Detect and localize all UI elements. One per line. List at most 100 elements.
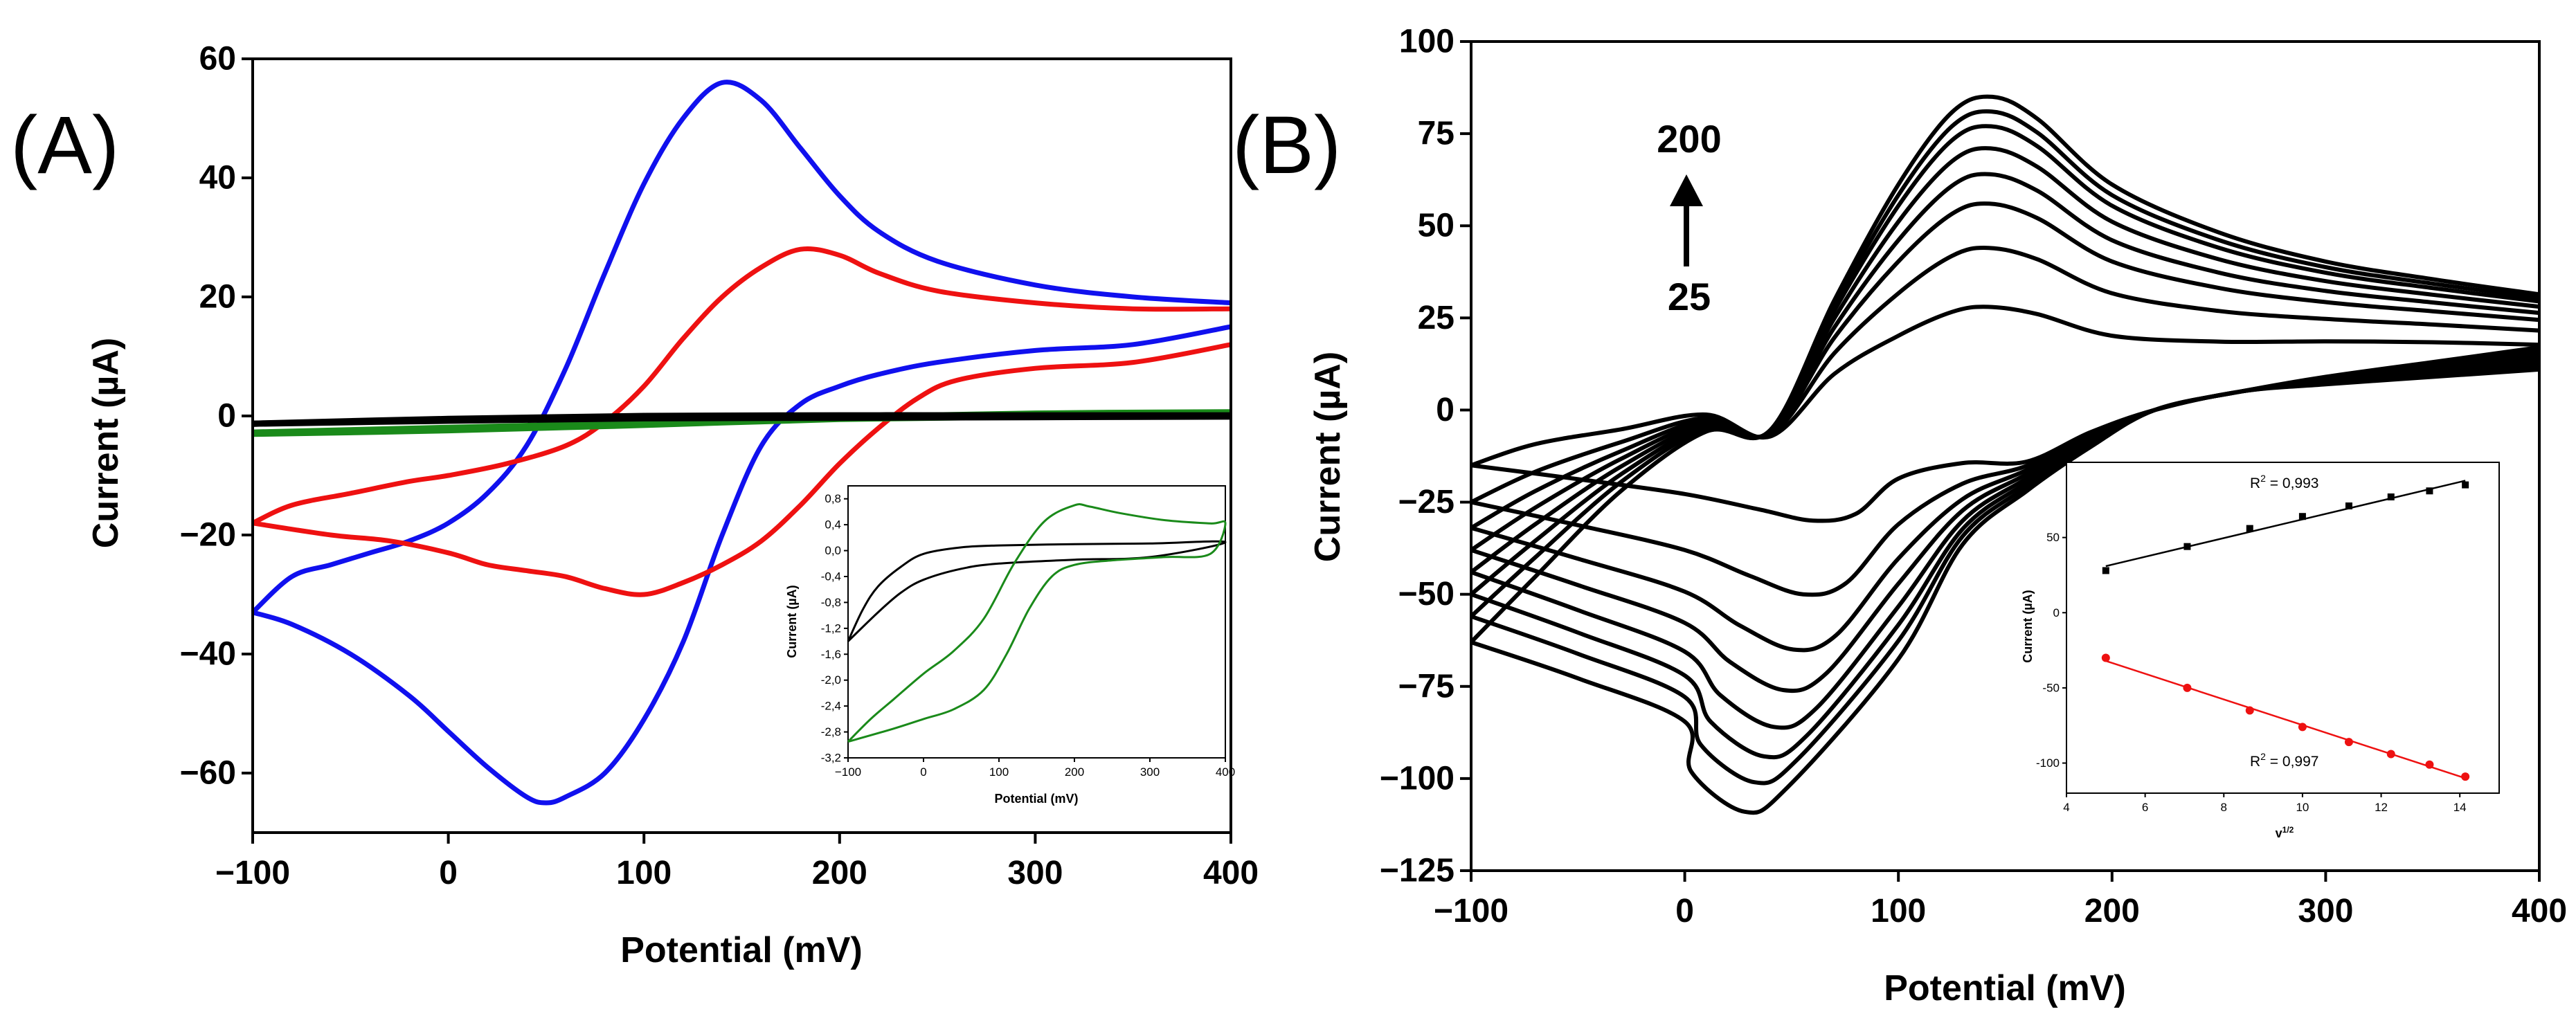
panel-b-cv-150-forward — [1470, 124, 2540, 596]
panel-a-inset-ylabel: Current (µA) — [785, 585, 799, 657]
panel-a-inset-curves — [847, 503, 1227, 743]
panel-b-curves — [1469, 94, 2540, 815]
panel-b-ytick-label: −25 — [1398, 484, 1454, 520]
panel-b-inset-xtick-label: 14 — [2453, 801, 2467, 814]
panel-b-inset-anodic-point — [2345, 502, 2352, 510]
panel-b-cv-200-forward — [1469, 94, 2540, 644]
panel-b-label: (B) — [1232, 100, 1341, 191]
panel-a-label: (A) — [10, 100, 119, 191]
panel-b-cv-25-forward — [1470, 305, 2540, 468]
panel-a-blue-forward-scan — [251, 80, 1232, 615]
panel-a-frame — [251, 57, 1232, 834]
panel-a-blue-reverse-scan — [251, 324, 1232, 806]
panel-b-inset-xtick-label: 6 — [2142, 801, 2148, 814]
panel-a-inset-xtick-label: 300 — [1140, 765, 1160, 779]
panel-b-xtick-label: 300 — [2298, 893, 2353, 929]
panel-a-ylabel: Current (µA) — [86, 338, 126, 548]
panel-a: (A) −100 0 100 200 300 400 −60 −40 −20 0 20 40 60 Po… — [10, 41, 1259, 971]
scan-rate-arrow-icon — [1670, 174, 1703, 206]
panel-a-inset-ytick-label: -1,2 — [821, 622, 841, 635]
panel-a-inset-ytick-label: -2,0 — [821, 673, 841, 687]
panel-b-ytick-label: −125 — [1380, 853, 1454, 889]
panel-b-inset-anodic-point — [2462, 481, 2469, 489]
panel-b-ytick-label: −50 — [1398, 576, 1454, 613]
panel-a-inset-green-curve — [847, 503, 1227, 743]
panel-a-red-forward-scan — [251, 246, 1232, 525]
panel-b-inset-cathodic-point — [2386, 750, 2395, 759]
panel-a-ytick-label: 0 — [217, 398, 236, 435]
panel-b-inset-cathodic-point — [2101, 653, 2110, 662]
panel-b-ytick-label: 75 — [1418, 116, 1454, 152]
panel-b-inset-xtick-label: 8 — [2221, 801, 2227, 814]
panel-b-inset: 4 6 8 10 12 14 100 50 0 -50 -100 v1/2 Current (µA)… — [2021, 456, 2500, 840]
panel-b-inset-cathodic-point — [2425, 760, 2434, 769]
panel-a-ytick-label: −20 — [180, 517, 236, 554]
panel-b: (B) −100 0 100 200 300 400−125−100−75−50−2502… — [1232, 24, 2567, 1009]
panel-a-xtick-label: 400 — [1203, 855, 1259, 891]
panel-a-ytick-label: 40 — [199, 160, 236, 197]
panel-a-xtick-label: 200 — [812, 855, 867, 891]
panel-b-inset-xtick-label: 4 — [2063, 801, 2069, 814]
panel-b-inset-anodic-point — [2426, 487, 2433, 495]
panel-b-inset-cathodic-fit-line — [2105, 660, 2466, 779]
panel-a-red-reverse-scan — [252, 342, 1232, 597]
panel-b-xtick-label: 400 — [2512, 893, 2567, 929]
panel-b-inset-anodic-point — [2183, 543, 2191, 550]
panel-b-inset-ytick-label: 50 — [2046, 531, 2060, 544]
panel-a-xlabel: Potential (mV) — [620, 930, 863, 970]
panel-b-inset-xtick-label: 12 — [2375, 801, 2388, 814]
panel-b-inset-ticks: 4 6 8 10 12 14 100 50 0 -50 -100 — [2036, 456, 2467, 815]
scan-rate-top-label: 200 — [1657, 117, 1721, 161]
panel-a-inset-xtick-label: −100 — [835, 765, 861, 779]
panel-b-cv-100-forward — [1470, 172, 2540, 552]
panel-b-inset-anodic-point — [2387, 493, 2395, 500]
panel-b-inset-cathodic-point — [2245, 706, 2254, 715]
panel-a-inset-frame — [847, 485, 1226, 759]
panel-b-inset-ytick-label: 0 — [2053, 606, 2060, 619]
panel-b-inset-xlabel: v1/2 — [2276, 825, 2294, 840]
panel-a-inset-black-curve — [847, 540, 1227, 642]
panel-a-black-reverse-scan — [252, 413, 1232, 427]
panel-b-ytick-label: 100 — [1399, 24, 1454, 60]
panel-b-ytick-label: −75 — [1398, 668, 1454, 705]
panel-b-inset-curves — [2101, 480, 2470, 781]
panel-a-ytick-label: 60 — [199, 41, 236, 78]
panel-b-ticks: −100 0 100 200 300 400−125−100−75−50−25025507… — [1380, 24, 2567, 930]
panel-b-ytick-label: 50 — [1418, 208, 1454, 244]
panel-b-ytick-label: 0 — [1436, 392, 1454, 428]
panel-b-inset-anodic-point — [2102, 567, 2109, 574]
panel-b-xlabel: Potential (mV) — [1884, 968, 2126, 1008]
panel-a-inset-ytick-label: -2,8 — [821, 725, 841, 738]
panel-a-inset-xlabel: Potential (mV) — [994, 792, 1078, 806]
panel-b-cv-125-forward — [1470, 146, 2540, 574]
panel-b-inset-cathodic-point — [2183, 683, 2192, 692]
panel-b-cv-200-reverse — [1470, 345, 2540, 815]
panel-b-inset-ytick-label: -50 — [2042, 681, 2060, 694]
panel-b-inset-frame — [2066, 462, 2500, 794]
panel-a-ytick-label: 20 — [199, 279, 236, 316]
panel-b-inset-ylabel: Current (µA) — [2021, 590, 2035, 662]
panel-b-ytick-label: 25 — [1418, 300, 1454, 336]
panel-a-inset-ytick-label: 0,4 — [825, 518, 841, 532]
panel-a-xtick-label: 100 — [616, 855, 672, 891]
panel-b-xtick-label: 200 — [2084, 893, 2140, 929]
panel-a-xtick-label: 0 — [439, 855, 458, 891]
panel-a-inset-ytick-label: -0,8 — [821, 596, 841, 609]
panel-b-inset-cathodic-point — [2344, 738, 2353, 747]
panel-a-ticks: −100 0 100 200 300 400 −60 −40 −20 0 20 40 60 — [180, 41, 1259, 892]
scan-rate-annotation: 200 25 — [1657, 117, 1721, 318]
panel-b-xtick-label: 0 — [1675, 893, 1694, 929]
anodic-r2-label: R2 = 0,993 — [2250, 473, 2318, 491]
cathodic-r2-label: R2 = 0,997 — [2250, 751, 2318, 770]
panel-a-inset: −100 0 100 200 300 400 0,8 0,4 0,0 -0,4 -0,8 -1,2 -1… — [785, 485, 1235, 806]
panel-a-inset-xtick-label: 100 — [989, 765, 1009, 779]
panel-a-inset-ytick-label: -2,4 — [821, 700, 841, 713]
panel-b-inset-anodic-fit-line — [2105, 480, 2466, 568]
panel-b-ytick-label: −100 — [1380, 760, 1454, 797]
panel-b-xtick-label: 100 — [1871, 893, 1926, 929]
panel-b-cv-75-forward — [1470, 201, 2540, 530]
panel-a-inset-ytick-label: 0,0 — [825, 544, 841, 557]
panel-a-inset-ytick-label: -1,6 — [821, 648, 841, 661]
panel-b-inset-cathodic-point — [2298, 723, 2307, 732]
